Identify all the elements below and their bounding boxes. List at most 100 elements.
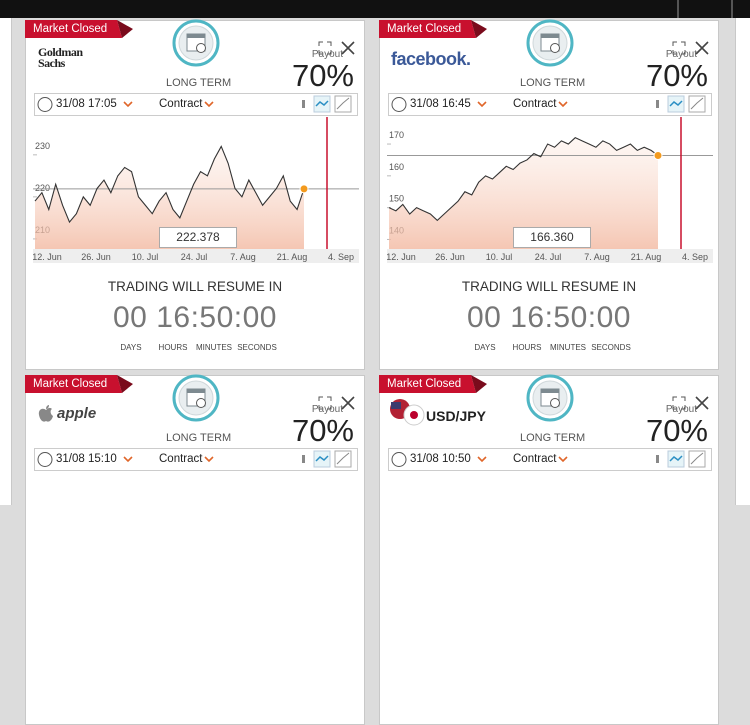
apple-icon	[38, 405, 53, 422]
line-icon	[669, 455, 683, 462]
close-icon[interactable]	[695, 41, 709, 55]
resume-label: TRADING WILL RESUME IN	[461, 279, 637, 294]
contract-label: Contract	[159, 453, 203, 465]
calendar-top	[187, 389, 205, 393]
countdown-unit: HOURS	[512, 343, 542, 352]
toolbar	[388, 93, 712, 116]
badge-text: Market Closed	[387, 378, 462, 390]
candle-icon[interactable]	[302, 455, 305, 463]
partial-card	[735, 375, 750, 505]
price-line	[388, 137, 659, 222]
trade-card: Market Closed LONG TERM Payout 70% facebook.…	[379, 19, 719, 370]
badge-bg	[379, 375, 476, 393]
badge-text: Market Closed	[387, 23, 462, 35]
expiry-date: 31/08 15:10	[56, 453, 117, 465]
toolbar	[34, 448, 358, 471]
countdown-unit: SECONDS	[237, 343, 277, 352]
date-clock	[391, 452, 407, 467]
date-clock	[37, 452, 53, 467]
term-icon	[526, 19, 574, 67]
date-chevron[interactable]	[477, 456, 487, 463]
term-label: LONG TERM	[520, 77, 586, 89]
x-tick-label: 7. Aug	[584, 252, 610, 262]
date-clock	[391, 97, 407, 112]
close-icon[interactable]	[341, 41, 355, 55]
term-label: LONG TERM	[520, 432, 586, 444]
badge-shape	[379, 20, 487, 38]
expand-icon[interactable]	[672, 396, 686, 410]
expiry-date: 31/08 10:50	[410, 453, 471, 465]
date-chevron[interactable]	[123, 101, 133, 108]
apple-shape	[38, 405, 53, 422]
resume-label: TRADING WILL RESUME IN	[107, 279, 283, 294]
badge-bg	[25, 375, 122, 393]
candle-icon[interactable]	[656, 100, 659, 108]
x-tick-label: 26. Jun	[435, 252, 465, 262]
area-line	[336, 97, 350, 110]
term-icon	[172, 374, 220, 422]
x-tick-label: 4. Sep	[682, 252, 708, 262]
date-chevron[interactable]	[477, 101, 487, 108]
payout-value: 70%	[291, 58, 354, 93]
expand-icon[interactable]	[318, 41, 332, 55]
badge-text: Market Closed	[33, 23, 108, 35]
payout-value: 70%	[645, 58, 708, 93]
y-tick-label: 220	[35, 183, 50, 193]
expand-icon[interactable]	[672, 41, 686, 55]
badge-tail	[117, 375, 133, 393]
contract-chevron[interactable]	[204, 456, 214, 463]
candle-icon[interactable]	[302, 100, 305, 108]
contract-label: Contract	[513, 98, 557, 110]
close-icon[interactable]	[695, 396, 709, 410]
x-tick-label: 10. Jul	[132, 252, 159, 262]
y-tick-label: 150	[389, 194, 404, 204]
clock	[550, 398, 560, 408]
countdown-unit: SECONDS	[591, 343, 631, 352]
x-tick-label: 12. Jun	[387, 252, 416, 262]
partial-card	[0, 375, 12, 505]
x-axis-strip	[387, 249, 713, 263]
contract-chevron[interactable]	[558, 101, 568, 108]
calendar-top	[187, 34, 205, 38]
asset-logo: USD/JPY	[426, 408, 486, 424]
contract-chevron[interactable]	[558, 456, 568, 463]
contract-chevron[interactable]	[204, 101, 214, 108]
current-dot	[299, 184, 309, 194]
toolbar	[388, 448, 712, 471]
x-tick-label: 10. Jul	[486, 252, 513, 262]
price-area	[35, 146, 304, 249]
badge-bg	[25, 20, 122, 38]
calendar-top	[541, 389, 559, 393]
card-tools	[672, 396, 709, 410]
clock	[196, 43, 206, 53]
term-label: LONG TERM	[166, 77, 232, 89]
payout-value: 70%	[645, 413, 708, 448]
x-tick-label: 12. Jun	[33, 252, 62, 262]
card-tools	[672, 41, 709, 55]
x-tick-label: 26. Jun	[81, 252, 111, 262]
candle-icon[interactable]	[656, 455, 659, 463]
flag-jp-sun	[410, 411, 418, 419]
y-tick-label: 170	[389, 130, 404, 140]
countdown: 00 16:50:00	[113, 301, 277, 334]
date-clock	[37, 97, 53, 112]
badge-shape	[25, 20, 133, 38]
divider	[677, 0, 679, 18]
badge-tail	[471, 375, 487, 393]
date-chevron[interactable]	[123, 456, 133, 463]
contract-label: Contract	[513, 453, 557, 465]
x-tick-label: 21. Aug	[631, 252, 662, 262]
expiry-date: 31/08 17:05	[56, 98, 117, 110]
close-icon[interactable]	[341, 396, 355, 410]
clock	[550, 43, 560, 53]
countdown-unit: DAYS	[120, 343, 142, 352]
x-tick-label: 21. Aug	[277, 252, 308, 262]
line-icon	[669, 100, 683, 107]
card-tools	[318, 396, 355, 410]
expand-icon[interactable]	[318, 396, 332, 410]
y-tick-label: 160	[389, 162, 404, 172]
x-tick-label: 7. Aug	[230, 252, 256, 262]
toolbar-icons	[391, 450, 706, 468]
